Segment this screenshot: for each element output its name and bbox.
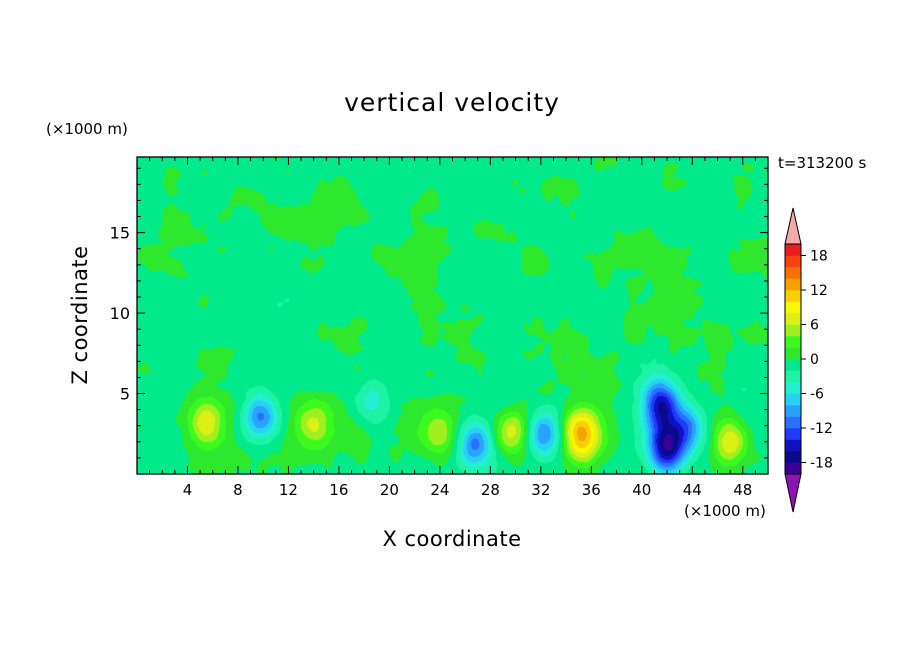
colorbar-swatch xyxy=(785,359,801,371)
time-annotation: t=313200 s xyxy=(778,154,867,172)
colorbar-swatch xyxy=(785,416,801,429)
colorbar-swatch xyxy=(785,451,801,463)
x-tick-label: 12 xyxy=(279,481,298,499)
colorbar-tick-label: -12 xyxy=(810,421,833,437)
colorbar-swatch xyxy=(785,393,801,406)
colorbar-tick-label: 18 xyxy=(810,249,828,265)
plot-frame xyxy=(136,156,769,475)
z-tick-label: 15 xyxy=(110,224,130,243)
colorbar-swatch xyxy=(785,336,801,348)
colorbar-swatch xyxy=(785,278,801,291)
colorbar-swatch xyxy=(785,382,801,394)
x-tick-label: 8 xyxy=(233,481,243,499)
x-tick-label: 40 xyxy=(632,481,651,499)
colorbar-tick-label: 12 xyxy=(810,283,828,299)
colorbar-tick-label: 0 xyxy=(810,352,819,368)
colorbar-swatch xyxy=(785,267,801,279)
chart-title: vertical velocity xyxy=(344,88,560,117)
colorbar-under-arrow xyxy=(784,473,802,513)
z-tick-label: 10 xyxy=(110,304,130,323)
colorbar-tick-label: -6 xyxy=(810,387,824,403)
x-tick-label: 48 xyxy=(733,481,752,499)
colorbar-swatch xyxy=(785,462,801,475)
x-tick-label: 4 xyxy=(183,481,193,499)
colorbar-swatch xyxy=(785,244,801,256)
colorbar-swatch xyxy=(785,290,801,302)
colorbar-swatch xyxy=(785,301,801,314)
colorbar-swatch xyxy=(785,439,801,452)
colorbar-tick-label: 6 xyxy=(810,318,819,334)
x-tick-label: 36 xyxy=(582,481,601,499)
colorbar-swatch xyxy=(785,370,801,383)
x-tick-label: 44 xyxy=(683,481,702,499)
colorbar-swatch xyxy=(785,313,801,325)
colorbar-tick-label: -18 xyxy=(810,456,833,472)
x-tick-label: 16 xyxy=(329,481,348,499)
y-axis-label: Z coordinate xyxy=(68,245,92,385)
z-axis-unit: (×1000 m) xyxy=(46,120,128,138)
colorbar-swatch xyxy=(785,347,801,360)
x-tick-label: 20 xyxy=(380,481,399,499)
colorbar-swatch xyxy=(785,324,801,337)
colorbar-swatch xyxy=(785,428,801,440)
velocity-contour-field xyxy=(137,157,768,474)
colorbar-swatch xyxy=(785,405,801,417)
x-axis-unit: (×1000 m) xyxy=(684,502,766,520)
x-tick-label: 32 xyxy=(531,481,550,499)
x-axis-label: X coordinate xyxy=(382,527,522,551)
x-tick-label: 28 xyxy=(481,481,500,499)
z-tick-label: 5 xyxy=(120,385,130,404)
x-tick-label: 24 xyxy=(430,481,449,499)
colorbar-over-arrow xyxy=(784,207,802,245)
colorbar-swatch xyxy=(785,255,801,268)
